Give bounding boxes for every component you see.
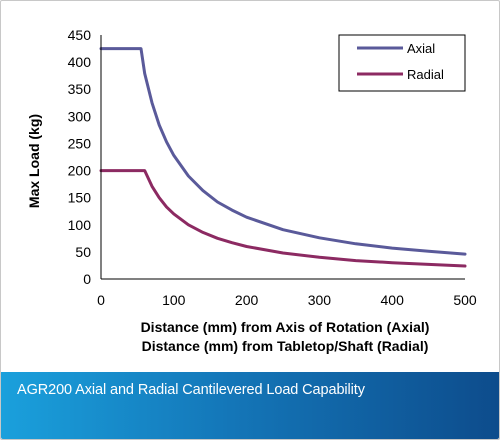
y-axis-title: Max Load (kg) [26,114,42,208]
x-tick-label: 200 [235,292,259,308]
y-tick-label: 400 [68,54,92,70]
x-axis-title-line-1: Distance (mm) from Axis of Rotation (Axi… [141,319,430,335]
y-tick-label: 150 [68,190,92,206]
y-tick-label: 0 [83,271,91,287]
legend-label-axial: Axial [407,41,435,56]
y-tick-label: 50 [75,244,91,260]
y-tick-label: 250 [68,135,92,151]
legend-box [338,34,466,92]
y-tick-label: 100 [68,217,92,233]
y-tick-label: 200 [68,163,92,179]
y-axis-ticks: 0 50 100 150 200 250 300 350 400 450 [68,27,92,287]
x-tick-label: 400 [381,292,405,308]
series-line-axial [99,47,467,256]
series-line-radial [99,169,467,268]
x-axis-title-line-2: Distance (mm) from Tabletop/Shaft (Radia… [142,338,429,354]
caption-bar: AGR200 Axial and Radial Cantilevered Loa… [1,372,499,439]
x-tick-label: 100 [162,292,186,308]
axes [100,35,465,280]
load-chart: 0 50 100 150 200 250 300 350 400 450 0 100 200 300 40… [26,27,477,354]
y-tick-label: 350 [68,81,92,97]
caption-title: AGR200 Axial and Radial Cantilevered Loa… [17,382,365,398]
x-tick-label: 500 [453,292,477,308]
series-lines [99,47,467,268]
legend: Axial Radial [338,34,466,92]
legend-label-radial: Radial [407,67,444,82]
y-tick-label: 300 [68,108,92,124]
x-axis-ticks: 0 100 200 300 400 500 [97,292,477,308]
x-tick-label: 300 [308,292,332,308]
x-tick-label: 0 [97,292,105,308]
y-tick-label: 450 [68,27,92,43]
